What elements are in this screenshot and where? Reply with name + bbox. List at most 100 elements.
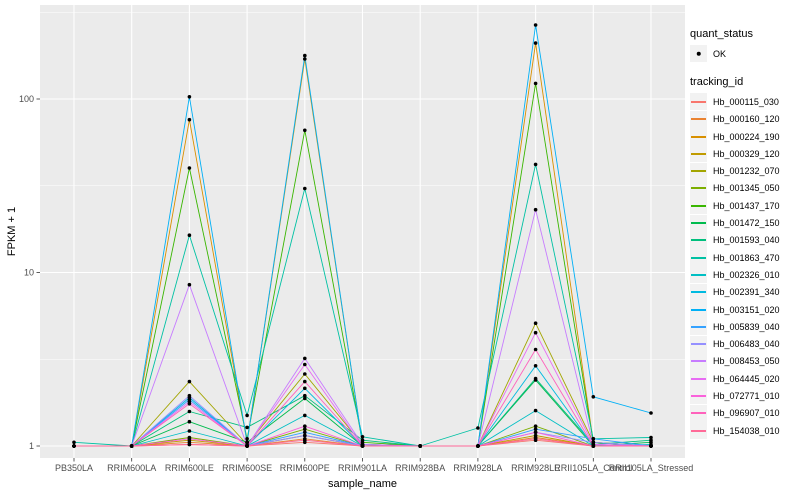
data-point	[533, 433, 538, 438]
legend-item-label: Hb_003151_020	[713, 304, 780, 315]
legend-item-label: Hb_002391_340	[713, 287, 780, 298]
data-point	[187, 166, 192, 170]
y-tick-label: 10	[24, 268, 34, 278]
legend-item-tracking: Hb_001472_150	[690, 214, 800, 232]
data-point	[303, 362, 307, 367]
legend-key-line	[690, 387, 707, 405]
legend-item-label: Hb_154038_010	[713, 425, 780, 436]
data-point	[187, 409, 192, 414]
legend-item-label: Hb_000329_120	[713, 148, 780, 159]
legend-key-line	[690, 128, 707, 146]
line-swatch-icon	[691, 152, 706, 155]
legend-key-line	[690, 352, 707, 370]
legend-key-line	[690, 162, 707, 180]
x-tick-label: RRII105LA_Control	[554, 463, 632, 473]
data-point	[245, 440, 249, 445]
data-point	[72, 440, 76, 445]
legend-key-line	[690, 404, 707, 422]
data-point	[187, 429, 192, 433]
data-point	[187, 442, 192, 447]
x-tick-label: RRIM600LE	[165, 463, 214, 473]
legend-key-line	[690, 197, 707, 215]
data-point	[303, 186, 307, 191]
legend-quant-keys: OK	[690, 45, 800, 63]
legend-item-tracking: Hb_006483_040	[690, 335, 800, 353]
data-point	[187, 402, 192, 406]
legend-key-line	[690, 214, 707, 232]
data-point	[303, 433, 307, 438]
data-point	[591, 444, 596, 448]
data-point	[303, 424, 307, 429]
data-point	[533, 427, 538, 432]
data-point	[303, 379, 307, 384]
legend-item-tracking: Hb_096907_010	[690, 404, 800, 422]
legend-item-tracking: Hb_005839_040	[690, 318, 800, 336]
data-point	[72, 444, 76, 448]
legend-item-label: Hb_001472_150	[713, 218, 780, 229]
line-swatch-icon	[691, 256, 706, 259]
y-axis-title: FPKM + 1	[6, 207, 18, 256]
line-swatch-icon	[691, 291, 706, 294]
legend-key-line	[690, 422, 707, 440]
legend-item-label: Hb_001593_040	[713, 235, 780, 246]
line-swatch-icon	[691, 239, 706, 242]
legend-key-line	[690, 110, 707, 128]
data-point	[418, 444, 423, 448]
data-point	[245, 444, 249, 448]
legend-item-label: Hb_006483_040	[713, 339, 780, 350]
line-swatch-icon	[691, 325, 706, 328]
x-tick-label: RRIM600LA	[107, 463, 156, 473]
data-point	[187, 95, 192, 99]
legend-tracking-id: tracking_id Hb_000115_030 Hb_000160_120 Hb…	[690, 76, 800, 440]
line-swatch-icon	[691, 429, 706, 432]
data-point	[303, 427, 307, 432]
legend-key-line	[690, 145, 707, 163]
data-point	[649, 438, 653, 443]
data-point	[649, 435, 653, 440]
axes: 1 10 100 PB350LA RRIM600LA RRIM600LE RRIM600SE…	[19, 94, 693, 473]
data-point	[533, 207, 538, 212]
line-swatch-icon	[691, 118, 706, 121]
data-point	[245, 437, 249, 441]
y-tick-label: 100	[19, 94, 34, 104]
data-point	[187, 419, 192, 424]
x-tick-label: RRII105LA_Stressed	[609, 463, 694, 473]
data-point	[360, 438, 365, 443]
legend-item-tracking: Hb_064445_020	[690, 370, 800, 388]
legend-item-label: Hb_096907_010	[713, 408, 780, 419]
legend-key-line	[690, 93, 707, 111]
legend: quant_status OK tracking_id Hb_000115_03…	[690, 28, 800, 453]
data-point	[303, 356, 307, 361]
data-point	[303, 386, 307, 391]
legend-tracking-title: tracking_id	[690, 76, 744, 89]
x-tick-label: RRIM600PE	[280, 463, 330, 473]
line-swatch-icon	[691, 273, 706, 276]
data-point	[533, 376, 538, 381]
line-swatch-icon	[691, 377, 706, 380]
legend-item-label: Hb_064445_020	[713, 373, 780, 384]
data-point	[360, 444, 365, 448]
legend-item-tracking: Hb_003151_020	[690, 301, 800, 318]
data-point	[129, 444, 134, 448]
data-point	[533, 347, 538, 352]
legend-key-line	[690, 370, 707, 388]
line-swatch-icon	[691, 343, 706, 346]
point-marker-icon	[696, 51, 701, 56]
legend-key-line	[690, 179, 707, 197]
legend-item-quant: OK	[690, 45, 800, 63]
legend-key-line	[690, 318, 707, 336]
data-point	[533, 424, 538, 429]
data-point	[533, 437, 538, 441]
legend-item-tracking: Hb_000224_190	[690, 128, 800, 146]
legend-item-tracking: Hb_001863_470	[690, 249, 800, 267]
legend-tracking-keys: Hb_000115_030 Hb_000160_120 Hb_000224_190 H…	[690, 93, 800, 440]
legend-quant-status: quant_status OK	[690, 28, 800, 63]
line-swatch-icon	[691, 308, 706, 311]
data-point	[187, 437, 192, 441]
legend-item-label: Hb_001437_170	[713, 200, 780, 211]
data-point	[649, 444, 653, 448]
legend-item-label: Hb_002326_010	[713, 269, 780, 280]
data-point	[533, 321, 538, 326]
